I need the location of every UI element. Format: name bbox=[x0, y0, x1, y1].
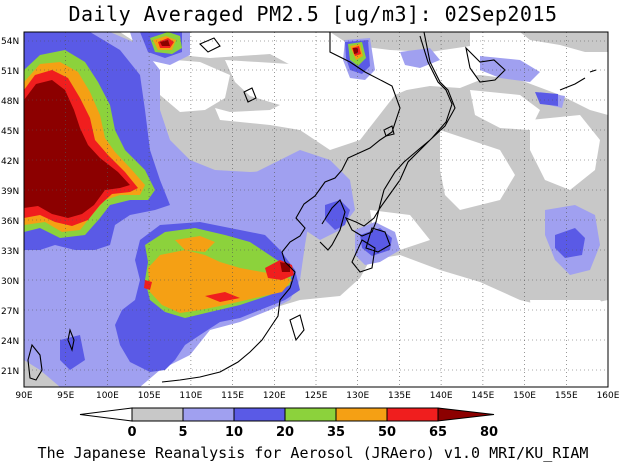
lon-label: 135E bbox=[388, 391, 411, 401]
grid-lines bbox=[24, 32, 608, 387]
lat-label: 48N bbox=[1, 97, 19, 107]
lon-label: 110E bbox=[179, 391, 202, 401]
map-title: Daily Averaged PM2.5 [ug/m3]: 02Sep2015 bbox=[68, 2, 558, 26]
lat-label: 33N bbox=[1, 247, 19, 257]
longitude-labels: 90E 95E 100E 105E 110E 115E 120E 125E 130E 135E 14… bbox=[15, 391, 619, 401]
lat-label: 51N bbox=[1, 67, 19, 77]
colorbar-label: 50 bbox=[378, 425, 396, 440]
lon-label: 150E bbox=[513, 391, 536, 401]
colorbar: 0 5 10 20 35 50 65 80 bbox=[79, 407, 498, 440]
colorbar-label: 65 bbox=[429, 425, 447, 440]
lon-label: 90E bbox=[15, 391, 32, 401]
lat-label: 21N bbox=[1, 367, 19, 377]
colorbar-label: 20 bbox=[276, 425, 294, 440]
lat-label: 54N bbox=[1, 37, 19, 47]
lon-label: 95E bbox=[57, 391, 74, 401]
colorbar-bin bbox=[284, 407, 337, 422]
pm25-field bbox=[24, 32, 608, 387]
colorbar-label: 5 bbox=[178, 425, 187, 440]
colorbar-label: 80 bbox=[480, 425, 498, 440]
lon-label: 115E bbox=[221, 391, 244, 401]
colorbar-label: 35 bbox=[327, 425, 345, 440]
colorbar-bin bbox=[233, 407, 286, 422]
lon-label: 145E bbox=[471, 391, 494, 401]
lat-label: 42N bbox=[1, 157, 19, 167]
lon-label: 155E bbox=[555, 391, 578, 401]
colorbar-label: 0 bbox=[127, 425, 136, 440]
colorbar-label: 10 bbox=[225, 425, 243, 440]
colorbar-bin bbox=[386, 407, 439, 422]
lat-label: 24N bbox=[1, 337, 19, 347]
lat-label: 39N bbox=[1, 187, 19, 197]
map-frame bbox=[23, 31, 609, 388]
lat-label: 45N bbox=[1, 127, 19, 137]
colorbar-bin bbox=[131, 407, 184, 422]
lon-label: 100E bbox=[96, 391, 119, 401]
colorbar-high-arrow bbox=[437, 407, 495, 422]
lat-label: 36N bbox=[1, 217, 19, 227]
lon-label: 120E bbox=[263, 391, 286, 401]
colorbar-low-arrow bbox=[79, 407, 133, 422]
coastlines bbox=[27, 32, 597, 383]
lon-label: 140E bbox=[430, 391, 453, 401]
lon-label: 125E bbox=[305, 391, 328, 401]
lon-label: 130E bbox=[346, 391, 369, 401]
colorbar-bin bbox=[182, 407, 235, 422]
colorbar-bin bbox=[335, 407, 388, 422]
lon-label: 105E bbox=[138, 391, 161, 401]
lat-label: 27N bbox=[1, 307, 19, 317]
lon-label: 160E bbox=[597, 391, 620, 401]
footer-credit: The Japanese Reanalysis for Aerosol (JRA… bbox=[37, 444, 589, 462]
latitude-labels: 54N 51N 48N 45N 42N 39N 36N 33N 30N 27N 24N 21N bbox=[1, 37, 19, 377]
lat-label: 30N bbox=[1, 277, 19, 287]
